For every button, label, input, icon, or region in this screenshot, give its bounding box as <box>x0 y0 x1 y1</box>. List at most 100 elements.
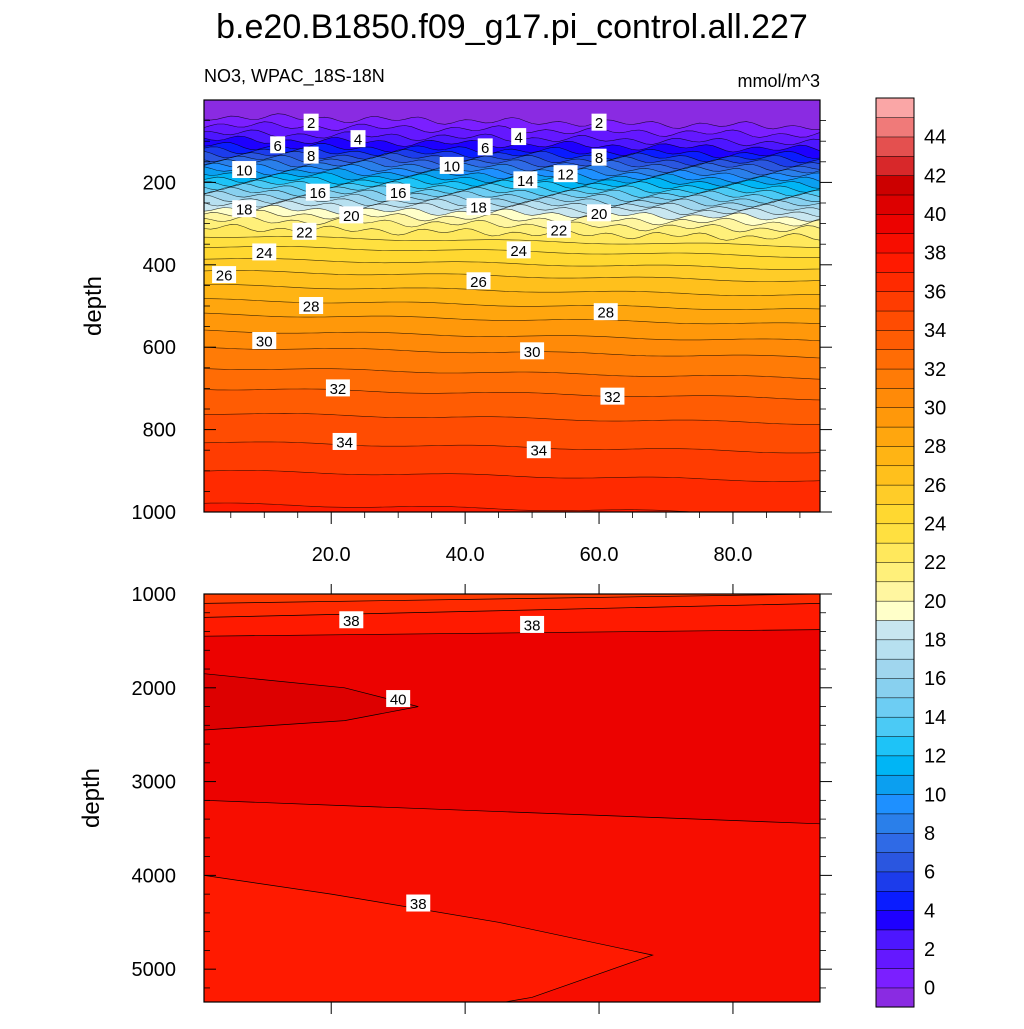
upper-contour-line <box>204 470 820 482</box>
colorbar-swatch <box>875 291 915 312</box>
contour-label-text: 6 <box>481 140 489 157</box>
upper-contour-line <box>204 200 820 218</box>
colorbar-label: 10 <box>924 784 946 806</box>
contour-label: 18 <box>466 198 491 217</box>
contour-label-text: 22 <box>296 224 313 241</box>
colorbar-swatch <box>875 871 915 892</box>
contour-label-text: 26 <box>216 268 233 285</box>
colorbar-swatch <box>875 929 915 950</box>
upper-contour-line <box>204 209 820 227</box>
contour-label-box <box>477 138 493 156</box>
upper-contour-line <box>204 166 820 183</box>
colorbar-swatch <box>875 794 915 815</box>
upper-fill-band <box>204 503 693 512</box>
upper-contour-line <box>204 172 820 189</box>
contour-label-box <box>332 432 357 450</box>
colorbar-label: 26 <box>924 475 946 497</box>
contour-label: 26 <box>466 272 491 291</box>
lower-panel-axes: 1000 2000 3000 4000 5000 <box>132 584 832 1014</box>
colorbar-swatch <box>875 948 915 969</box>
colorbar-swatch <box>875 117 915 138</box>
contour-label-text: 40 <box>390 692 407 709</box>
colorbar-label: 2 <box>924 939 935 961</box>
contour-label: 24 <box>506 241 531 260</box>
lower-y-tick-label: 5000 <box>132 959 177 981</box>
contour-label: 8 <box>591 148 607 167</box>
contour-label-text: 2 <box>307 115 315 132</box>
upper-contour-line <box>204 284 820 296</box>
contour-label: 32 <box>325 379 350 398</box>
contour-label-text: 32 <box>604 389 621 406</box>
contour-label-box <box>305 183 330 201</box>
contour-label: 38 <box>520 615 545 634</box>
contour-label-box <box>350 130 366 148</box>
colorbar-swatch <box>875 542 915 563</box>
contour-label: 12 <box>553 165 578 184</box>
colorbar-swatch <box>875 619 915 641</box>
contour-label: 6 <box>477 138 493 157</box>
lower-y-tick-label: 4000 <box>132 865 177 887</box>
colorbar-swatch <box>875 910 915 931</box>
colorbar-swatch <box>875 97 915 118</box>
colorbar-swatch <box>875 600 915 621</box>
lower-fill-region <box>204 673 419 731</box>
upper-y-tick-label: 600 <box>143 337 176 359</box>
contour-label-box <box>299 297 324 314</box>
colorbar-swatch <box>875 271 915 292</box>
contour-label-box <box>587 204 612 222</box>
contour-label-box <box>591 113 607 131</box>
colorbar-swatch <box>875 194 915 215</box>
upper-contour-line <box>204 135 820 153</box>
contour-label: 30 <box>252 332 277 351</box>
contour-label: 34 <box>332 432 357 451</box>
colorbar-swatch <box>875 252 915 273</box>
contour-label-text: 38 <box>410 896 427 913</box>
contour-label-box <box>439 156 464 174</box>
upper-contour-line <box>204 176 820 193</box>
contour-label-box <box>526 441 551 459</box>
colorbar-label: 4 <box>924 900 935 922</box>
upper-x-tick-label: 40.0 <box>446 544 485 566</box>
contour-label-box <box>252 332 277 350</box>
upper-contour-line <box>204 258 820 270</box>
colorbar-swatch <box>875 445 915 467</box>
contour-label-text: 38 <box>524 617 541 634</box>
contour-label-box <box>466 272 491 290</box>
contour-label: 22 <box>546 220 571 239</box>
colorbar-swatch <box>875 329 915 350</box>
colorbar-swatch <box>875 968 915 989</box>
contour-label-box <box>520 342 545 360</box>
contour-label-box <box>303 146 319 164</box>
colorbar-label: 16 <box>924 668 946 690</box>
lower-y-tick-label: 2000 <box>132 678 177 700</box>
lower-panel-frame <box>203 593 821 1003</box>
colorbar-swatch <box>875 484 915 505</box>
upper-x-tick-label: 80.0 <box>713 544 752 566</box>
contour-label-text: 2 <box>595 115 603 132</box>
colorbar-label: 42 <box>924 165 946 187</box>
colorbar-label: 24 <box>924 514 946 536</box>
colorbar-label: 32 <box>924 359 946 381</box>
contour-label-box <box>406 894 431 912</box>
upper-contour-line <box>204 179 820 197</box>
colorbar-swatch <box>875 175 915 196</box>
colorbar-label: 20 <box>924 591 946 613</box>
upper-y-tick-label: 400 <box>143 255 176 277</box>
colorbar-label: 38 <box>924 243 946 265</box>
contour-label-text: 14 <box>517 173 534 190</box>
contour-label-text: 30 <box>524 344 541 361</box>
contour-label-text: 12 <box>557 167 574 184</box>
colorbar-swatch <box>875 407 915 428</box>
contour-label-text: 18 <box>470 200 487 217</box>
colorbar-swatch <box>875 658 915 679</box>
colorbar-swatch <box>875 368 915 389</box>
colorbar-swatch <box>875 852 915 873</box>
upper-contour-line <box>204 159 820 176</box>
colorbar-label: 44 <box>924 127 946 149</box>
lower-contour-line <box>204 594 820 604</box>
colorbar-swatch <box>875 310 915 331</box>
contour-label-box <box>386 183 411 201</box>
lower-panel-contour-labels: 38 38 40 38 <box>339 611 545 913</box>
contour-label-text: 28 <box>303 299 320 316</box>
